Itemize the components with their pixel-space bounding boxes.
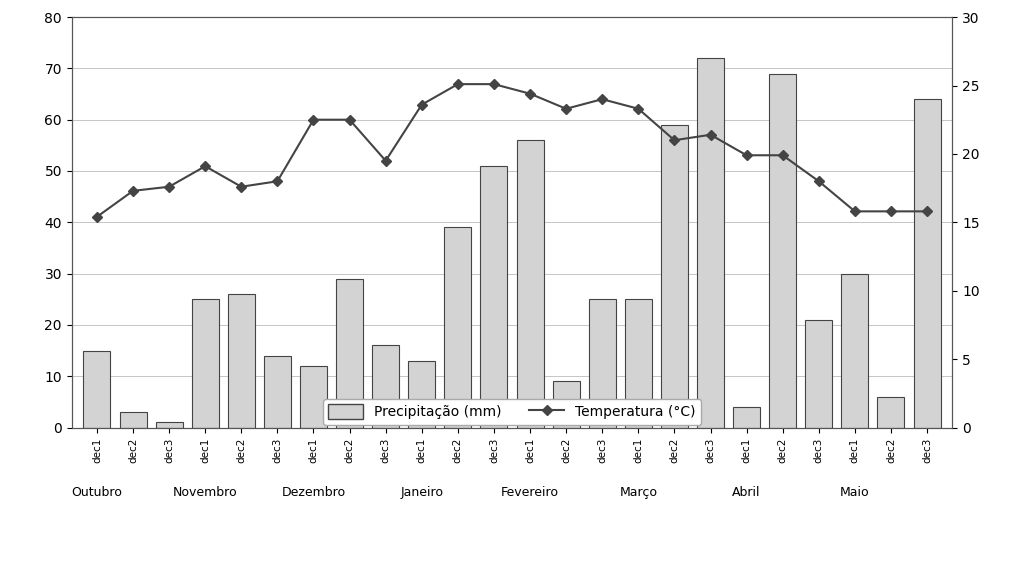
Text: Dezembro: Dezembro [282, 486, 345, 499]
Bar [83, 351, 111, 428]
Bar [660, 125, 688, 428]
Bar [300, 366, 327, 428]
Text: Maio: Maio [840, 486, 869, 499]
Bar [733, 407, 760, 428]
Bar [120, 412, 146, 428]
Bar [805, 320, 833, 428]
Bar [191, 299, 219, 428]
Bar [264, 356, 291, 428]
Bar [769, 74, 797, 428]
Text: Outubro: Outubro [72, 486, 123, 499]
Bar [336, 279, 364, 428]
Text: Março: Março [620, 486, 657, 499]
Bar [553, 381, 580, 428]
Bar [589, 299, 615, 428]
Bar [480, 166, 508, 428]
Bar [625, 299, 652, 428]
Bar [913, 99, 941, 428]
Bar [516, 140, 544, 428]
Text: Novembro: Novembro [173, 486, 238, 499]
Text: Abril: Abril [732, 486, 761, 499]
Bar [409, 361, 435, 428]
Bar [227, 294, 255, 428]
Bar [156, 422, 182, 428]
Bar [697, 58, 724, 428]
Bar [842, 274, 868, 428]
Text: Janeiro: Janeiro [400, 486, 443, 499]
Bar [878, 397, 904, 428]
Legend: Precipitação (mm), Temperatura (°C): Precipitação (mm), Temperatura (°C) [323, 399, 701, 425]
Text: Fevereiro: Fevereiro [501, 486, 559, 499]
Bar [444, 227, 471, 428]
Bar [372, 345, 399, 428]
